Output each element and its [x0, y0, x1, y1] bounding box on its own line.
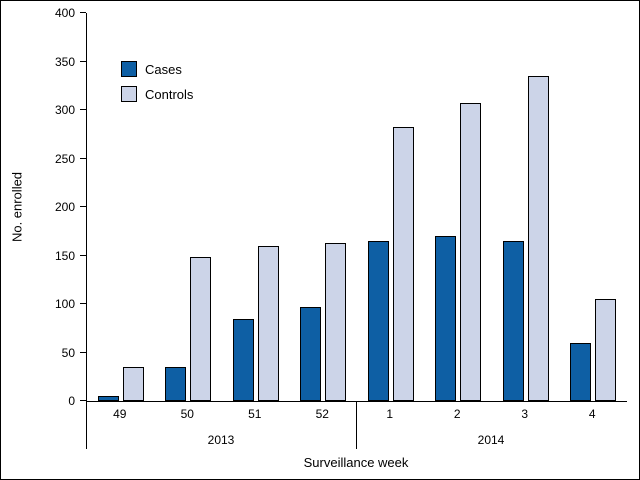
x-tick-label: 51 — [248, 407, 262, 421]
y-tick-mark — [80, 109, 86, 110]
bar-controls — [527, 76, 549, 401]
bar-cases — [232, 318, 254, 401]
y-axis: 0 50 100 150 200 250 300 350 400 — [1, 6, 86, 408]
x-tick-label: 3 — [521, 407, 529, 421]
bar-controls — [460, 103, 482, 401]
y-tick-label: 350 — [54, 54, 75, 69]
bar-controls — [392, 126, 414, 401]
bar-cases — [97, 396, 119, 401]
x-axis-title: Surveillance week — [303, 455, 409, 470]
bar-cases — [300, 306, 322, 401]
y-tick-label: 400 — [54, 6, 75, 20]
x-tick-label: 50 — [180, 407, 194, 421]
x-tick-label: 2 — [453, 407, 461, 421]
y-tick-label: 150 — [54, 248, 75, 263]
year-separator-left — [86, 401, 87, 449]
legend-label: Controls — [145, 86, 194, 102]
bar-cases — [570, 342, 592, 401]
legend-label: Cases — [145, 61, 182, 77]
y-tick-mark — [80, 157, 86, 159]
bar-group — [560, 299, 628, 401]
x-tick-label: 49 — [113, 407, 127, 421]
y-tick-label: 200 — [54, 200, 75, 214]
x-axis-labels: 49 50 51 52 1 2 3 4 — [86, 407, 626, 421]
y-tick-label: 100 — [54, 297, 75, 311]
year-label: 2013 — [207, 433, 235, 447]
bar-controls — [257, 245, 279, 401]
legend-swatch-cases — [121, 61, 137, 77]
y-tick-mark — [80, 60, 86, 62]
year-label: 2014 — [477, 433, 505, 447]
bar-group — [357, 126, 425, 401]
bar-group — [492, 76, 560, 401]
legend: Cases Controls — [121, 61, 193, 102]
bar-group — [425, 103, 493, 401]
bar-group — [290, 242, 358, 401]
y-tick-mark — [80, 400, 86, 401]
year-labels: 2013 2014 — [86, 433, 626, 447]
bar-group — [222, 245, 290, 401]
bar-controls — [122, 367, 144, 401]
bar-group — [155, 257, 223, 401]
legend-item-cases: Cases — [121, 61, 193, 77]
bar-cases — [502, 240, 524, 401]
bar-cases — [165, 367, 187, 401]
y-tick-label: 300 — [54, 103, 75, 117]
y-tick-mark — [80, 206, 86, 207]
bar-cases — [367, 240, 389, 401]
bar-cases — [435, 236, 457, 401]
y-tick-mark — [80, 12, 86, 13]
y-tick-mark — [80, 303, 86, 304]
x-tick-label: 52 — [315, 407, 329, 421]
bar-group — [87, 367, 155, 401]
plot-area: Cases Controls — [86, 13, 627, 402]
bar-controls — [325, 242, 347, 401]
year-separator-mid — [356, 401, 357, 449]
y-tick-label: 50 — [61, 345, 75, 360]
legend-item-controls: Controls — [121, 86, 193, 102]
x-tick-label: 1 — [386, 407, 394, 421]
x-tick-label: 4 — [588, 407, 596, 421]
bar-controls — [190, 257, 212, 401]
legend-swatch-controls — [121, 86, 137, 102]
bar-controls — [595, 299, 617, 401]
y-tick-mark — [80, 351, 86, 353]
y-tick-label: 250 — [54, 151, 75, 166]
y-tick-mark — [80, 254, 86, 256]
y-tick-label: 0 — [68, 394, 75, 408]
